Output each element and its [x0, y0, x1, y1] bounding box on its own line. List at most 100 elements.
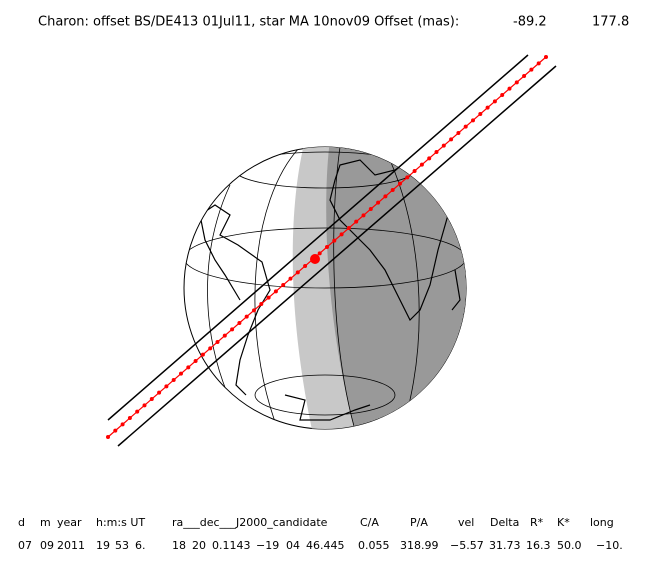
track-dot: [325, 245, 329, 249]
track-dot: [441, 143, 446, 148]
track-dot: [288, 276, 293, 281]
track-dot: [157, 390, 162, 395]
track-dot: [500, 93, 505, 97]
track-dot: [544, 55, 548, 59]
track-dot: [463, 124, 468, 129]
track-dot: [244, 314, 249, 319]
table-cell: −19: [256, 539, 279, 552]
title: Charon: offset BS/DE413 01Jul11, star MA…: [38, 15, 459, 30]
table-cell: 0.1143: [212, 539, 251, 552]
table-cell: 18: [172, 539, 186, 552]
table-cell: −10.: [596, 539, 623, 552]
table-cell: −5.57: [450, 539, 484, 552]
track-dot: [149, 397, 154, 401]
table-cell: h:m:s UT: [96, 516, 145, 529]
table-cell: 50.0: [557, 539, 582, 552]
table-cell: 19: [96, 539, 110, 552]
track-dot: [113, 428, 118, 433]
table-cell: ra___dec___J2000_candidate: [172, 516, 328, 529]
track-dot: [346, 226, 351, 230]
track-dot: [398, 181, 402, 186]
track-dot: [332, 238, 337, 243]
table-cell: 20: [192, 539, 206, 552]
track-dot: [142, 403, 147, 408]
table-cell: 0.055: [358, 539, 390, 552]
track-dot: [164, 384, 169, 389]
track-dot: [361, 213, 366, 218]
track-dot: [405, 175, 410, 180]
track-dot: [303, 264, 308, 268]
shadow-path: [107, 54, 557, 447]
track-dot: [259, 302, 264, 306]
track-dot: [368, 207, 373, 211]
table-cell: R*: [530, 516, 544, 529]
track-dot: [230, 327, 235, 332]
track-dot: [135, 409, 140, 414]
track-dot: [127, 416, 132, 420]
table-cell: P/A: [410, 516, 428, 529]
track-dot: [485, 105, 490, 110]
track-dot: [383, 194, 388, 199]
track-dot: [266, 295, 271, 300]
track-dot: [456, 131, 461, 135]
table-cell: 2011: [57, 539, 85, 552]
table-cell: 04: [286, 539, 300, 552]
table-cell: d: [18, 516, 25, 529]
table-cell: long: [590, 516, 614, 529]
track-dot: [492, 99, 497, 104]
track-dot: [281, 283, 286, 287]
track-dot: [222, 333, 227, 338]
track-dot: [412, 169, 417, 173]
track-dot: [193, 359, 198, 363]
track-dot: [186, 365, 191, 370]
table-cell: 46.445: [306, 539, 345, 552]
track-dot: [471, 118, 475, 123]
offset-ra: -89.2: [513, 15, 547, 30]
table-cell: 318.99: [400, 539, 439, 552]
track-dot: [478, 112, 483, 116]
track-dot: [237, 321, 242, 325]
table-cell: vel: [458, 516, 474, 529]
track-dot: [171, 378, 176, 382]
track-dot: [339, 232, 344, 237]
table-cell: 09: [40, 539, 54, 552]
closest-approach: [310, 254, 320, 264]
track-dot: [273, 289, 278, 294]
track-dot: [295, 270, 300, 275]
offset-dec: 177.8: [592, 15, 629, 30]
track-dot: [419, 162, 424, 167]
table-cell: m: [40, 516, 51, 529]
track-dot: [179, 371, 183, 376]
table-cell: 16.3: [526, 539, 551, 552]
track-dot: [120, 422, 125, 427]
track-dot: [529, 67, 534, 72]
table-cell: 6.: [135, 539, 146, 552]
globe: [183, 146, 467, 430]
track-dot: [376, 200, 381, 205]
table-cell: K*: [557, 516, 570, 529]
track-dot: [252, 308, 256, 313]
track-dot: [449, 137, 454, 142]
center-line: [106, 55, 548, 439]
track-dot: [208, 346, 213, 351]
track-dot: [215, 340, 220, 344]
track-dot: [354, 219, 359, 224]
track-dot: [536, 61, 541, 66]
table: d m year h:m:s UT ra___dec___J2000_candidate…: [18, 516, 623, 552]
track-dot: [514, 80, 519, 85]
table-cell: Delta: [490, 516, 519, 529]
track-dot: [522, 74, 527, 78]
track-dot: [106, 435, 110, 439]
table-cell: 07: [18, 539, 32, 552]
table-cell: C/A: [360, 516, 379, 529]
track-dot: [507, 86, 512, 91]
table-cell: 31.73: [489, 539, 521, 552]
track-dot: [200, 352, 205, 357]
track-dot: [427, 156, 432, 161]
track-dot: [317, 251, 322, 256]
table-cell: 53: [115, 539, 129, 552]
track-dot: [390, 188, 395, 192]
table-cell: year: [57, 516, 82, 529]
track-dot: [434, 150, 439, 154]
